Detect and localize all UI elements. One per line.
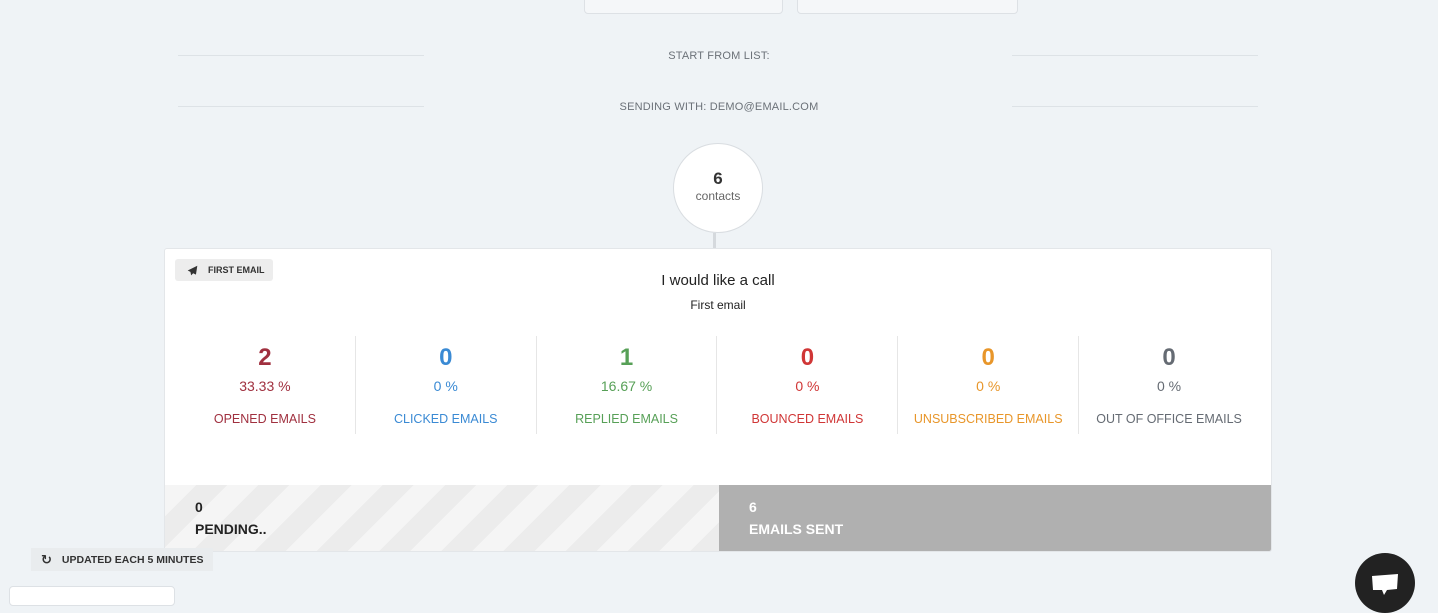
sent-count: 6 <box>749 499 757 515</box>
chat-button[interactable] <box>1355 553 1415 613</box>
email-subject: I would like a call <box>661 272 775 289</box>
stat-bounced-emails: 0 0 % BOUNCED EMAILS <box>717 336 899 434</box>
contacts-label: contacts <box>695 189 741 203</box>
stat-label: OUT OF OFFICE EMAILS <box>1096 412 1242 426</box>
step-type-label: FIRST EMAIL <box>208 265 265 275</box>
update-info: ↻ UPDATED EACH 5 MINUTES <box>31 548 214 571</box>
stat-percent: 0 % <box>795 378 820 394</box>
refresh-icon: ↻ <box>41 551 52 567</box>
pending-panel: 0 PENDING.. <box>165 485 719 551</box>
stat-value: 0 <box>800 344 815 371</box>
stat-percent: 0 % <box>433 378 458 394</box>
chat-bubble-icon <box>1372 574 1398 595</box>
divider <box>178 55 424 56</box>
start-from-list-label: START FROM LIST: <box>668 50 770 62</box>
stat-label: UNSUBSCRIBED EMAILS <box>913 412 1063 426</box>
top-button-right[interactable] <box>797 0 1018 14</box>
paper-plane-icon <box>187 265 198 275</box>
sent-panel: 6 EMAILS SENT <box>719 485 1271 551</box>
contacts-count: 6 <box>713 169 723 188</box>
stat-percent: 0 % <box>976 378 1001 394</box>
stat-value: 0 <box>1162 344 1176 371</box>
contacts-count-circle: 6 contacts <box>673 143 763 233</box>
stat-opened-emails: 2 33.33 % OPENED EMAILS <box>175 336 356 434</box>
stat-label: OPENED EMAILS <box>213 412 316 426</box>
stat-value: 0 <box>439 344 453 371</box>
divider <box>178 106 424 107</box>
stat-unsubscribed-emails: 0 0 % UNSUBSCRIBED EMAILS <box>898 336 1080 434</box>
divider <box>1012 55 1258 56</box>
stat-percent: 0 % <box>1156 378 1182 394</box>
email-step-card: FIRST EMAIL I would like a call First em… <box>164 248 1272 552</box>
top-button-left[interactable] <box>584 0 783 14</box>
stat-value: 2 <box>258 344 272 371</box>
pending-label: PENDING.. <box>195 521 267 537</box>
step-type-badge: FIRST EMAIL <box>175 259 273 281</box>
stat-value: 1 <box>619 344 634 371</box>
stat-percent: 33.33 % <box>239 378 291 394</box>
stat-out-of-office-emails: 0 0 % OUT OF OFFICE EMAILS <box>1079 336 1259 434</box>
connector-line <box>713 233 716 248</box>
pending-count: 0 <box>195 499 203 515</box>
stat-label: REPLIED EMAILS <box>575 412 678 426</box>
stat-label: CLICKED EMAILS <box>393 412 498 426</box>
sent-label: EMAILS SENT <box>749 521 844 537</box>
email-name: First email <box>690 298 746 312</box>
stat-replied-emails: 1 16.67 % REPLIED EMAILS <box>537 336 718 434</box>
stat-label: BOUNCED EMAILS <box>751 412 864 426</box>
stat-clicked-emails: 0 0 % CLICKED EMAILS <box>356 336 537 434</box>
stats-row: 2 33.33 % OPENED EMAILS 0 0 % CLICKED EMAILS 1… <box>175 336 1259 434</box>
divider <box>1012 106 1258 107</box>
sending-with-label: SENDING WITH: DEMO@EMAIL.COM <box>619 101 819 113</box>
bottom-panel[interactable] <box>9 586 175 606</box>
update-info-label: UPDATED EACH 5 MINUTES <box>61 553 204 566</box>
stat-value: 0 <box>981 344 995 371</box>
stat-percent: 16.67 % <box>600 378 653 394</box>
